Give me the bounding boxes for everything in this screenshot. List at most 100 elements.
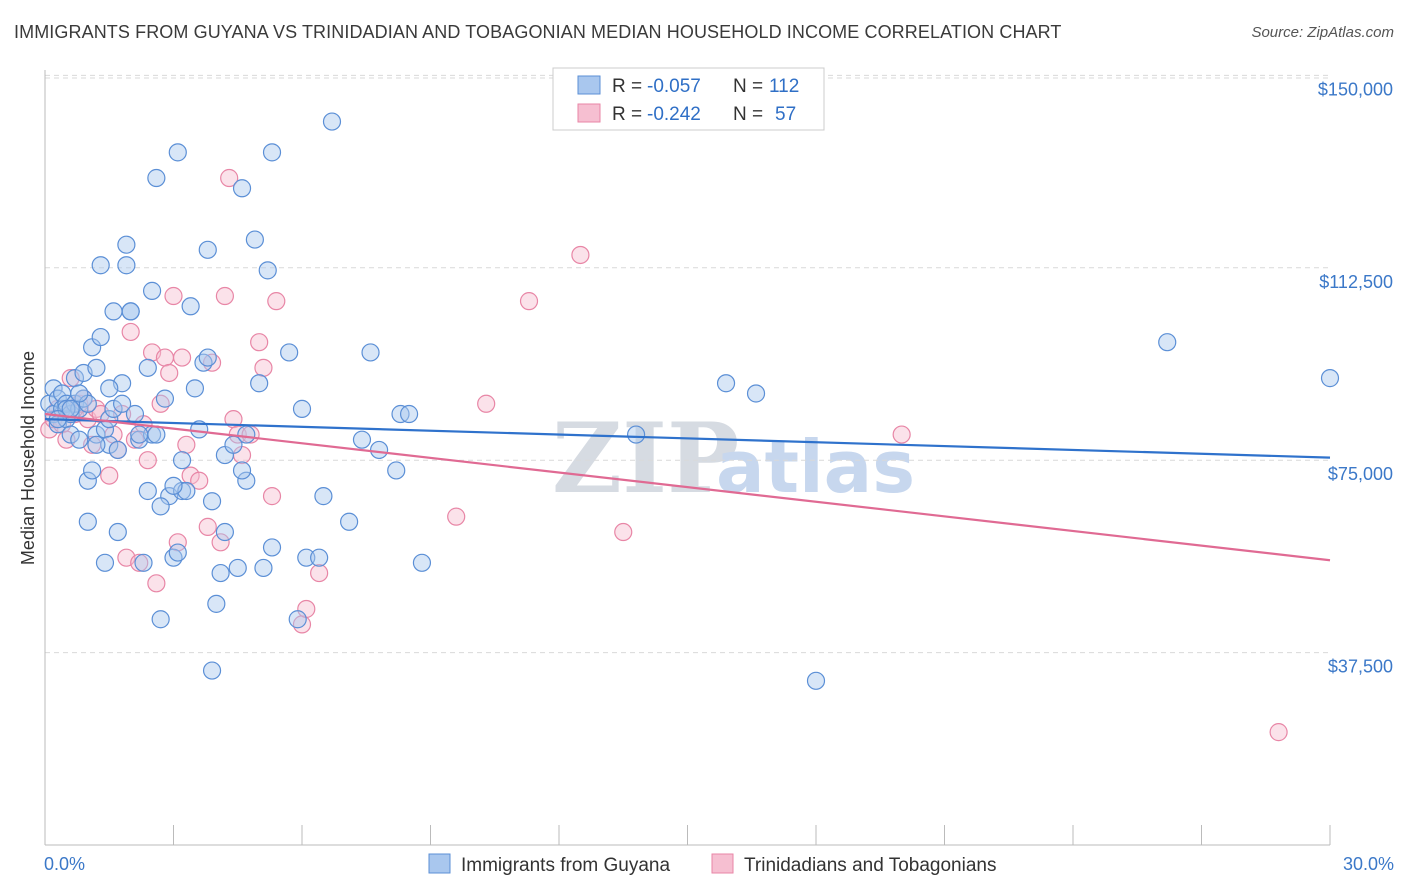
legend-swatch-blue (577, 75, 601, 95)
guyana-point (297, 548, 316, 567)
guyana-point (138, 358, 157, 377)
guyana-point (185, 379, 205, 398)
legend-n-label-2: N = (733, 104, 763, 125)
trinidadians-point (1269, 723, 1288, 742)
watermark-zip: ZIP (552, 402, 739, 515)
axes (44, 70, 1331, 846)
chart-title: IMMIGRANTS FROM GUYANA VS TRINIDADIAN AN… (14, 22, 1062, 42)
guyana-point (61, 425, 80, 444)
guyana-point (215, 522, 234, 542)
bottom-legend-swatch-pink (711, 853, 734, 874)
bottom-legend-label-trinidad: Trinidadians and Tobagonians (744, 855, 996, 876)
trinidadians-point (519, 292, 539, 311)
guyana-point (237, 425, 256, 444)
trinidadians-point (892, 425, 911, 444)
y-tick-label: $112,500 (1319, 272, 1393, 292)
correlation-legend: R = -0.057 N = 112 R = -0.242 N = 57 (552, 67, 825, 131)
guyana-point (164, 476, 183, 495)
guyana-point (112, 394, 132, 413)
x-tick-label: 30.0% (1343, 854, 1394, 874)
guyana-point (104, 302, 123, 321)
trinidadians-point (250, 333, 269, 352)
guyana-point (207, 594, 226, 613)
guyana-point (117, 235, 136, 254)
y-tick-labels: $37,500 $75,000 $112,500 $150,000 (1318, 79, 1393, 676)
guyana-point (108, 440, 127, 460)
guyana-point (228, 558, 247, 578)
guyana-point (151, 610, 170, 629)
guyana-point (147, 425, 166, 444)
guyana-point (91, 327, 110, 347)
bottom-legend-label-guyana: Immigrants from Guyana (461, 855, 670, 876)
guyana-point (746, 384, 766, 403)
trinidadians-point (130, 553, 149, 572)
guyana-point (91, 256, 110, 275)
trinidadians-point (198, 517, 217, 536)
guyana-point (83, 461, 102, 480)
guyana-point (340, 512, 359, 531)
guyana-point (254, 558, 273, 578)
guyana-point (130, 425, 149, 444)
guyana-point (147, 168, 166, 188)
guyana-point (211, 563, 230, 583)
guyana-point (292, 399, 312, 418)
guyana-point (387, 461, 406, 480)
guyana-point (100, 410, 119, 429)
guyana-point (1158, 333, 1177, 352)
guyana-point (412, 553, 432, 572)
series-legend: Immigrants from Guyana Trinidadians and … (428, 853, 996, 876)
guyana-point (100, 379, 119, 398)
guyana-point (262, 143, 282, 162)
guyana-point (181, 297, 200, 316)
guyana-point (280, 343, 299, 362)
guyana-point (237, 471, 256, 490)
guyana-point (198, 348, 217, 367)
trinidadians-point (100, 466, 119, 485)
trinidadians-point (190, 471, 209, 490)
guyana-point (134, 553, 153, 572)
trinidadians-point (477, 394, 496, 413)
guyana-point (87, 435, 106, 454)
trinidadians-point (310, 563, 329, 583)
guyana-point (87, 358, 106, 377)
guyana-point (117, 256, 136, 275)
guyana-point (322, 112, 342, 131)
guyana-point (108, 522, 127, 542)
guyana-point (44, 379, 63, 398)
legend-n-value-1: 112 (769, 76, 799, 97)
guyana-point (168, 143, 187, 162)
trinidadians-point (447, 507, 466, 526)
trinidadians-point (211, 533, 230, 552)
guyana-point (202, 492, 222, 511)
trinidadians-trend-line (44, 412, 1331, 562)
guyana-point (258, 261, 277, 280)
guyana-point (716, 374, 736, 393)
guyana-point (232, 179, 252, 198)
guyana-point (151, 497, 170, 516)
guyana-point (138, 481, 157, 501)
legend-r-label-2: R = (612, 104, 642, 125)
guyana-point (361, 343, 380, 362)
trinidadians-point (215, 286, 234, 306)
y-axis-label: Median Household Income (18, 351, 38, 565)
guyana-point (78, 512, 97, 531)
chart-source: Source: ZipAtlas.com (1251, 24, 1394, 41)
trinidadians-point (121, 322, 140, 342)
y-tick-label: $37,500 (1328, 657, 1393, 677)
guyana-point (100, 435, 119, 454)
y-tick-label: $150,000 (1318, 79, 1393, 99)
y-tick-label: $75,000 (1328, 464, 1393, 484)
guyana-point (352, 430, 372, 449)
guyana-point (806, 671, 826, 690)
guyana-point (70, 384, 89, 403)
guyana-point (95, 553, 115, 572)
x-tick-labels: 0.0% 30.0% (44, 854, 1394, 874)
guyana-point (626, 425, 646, 444)
trinidadians-point (614, 522, 633, 542)
trinidadians-point (220, 168, 239, 188)
guyana-point (232, 461, 252, 480)
guyana-trend-line (44, 418, 1331, 459)
guyana-point (370, 440, 389, 460)
legend-r-value-1: -0.057 (647, 76, 701, 97)
